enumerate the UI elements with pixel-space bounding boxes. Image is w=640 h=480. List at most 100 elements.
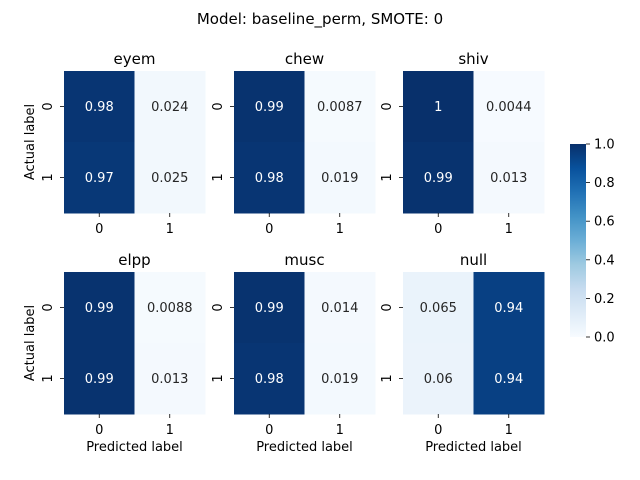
heatmap-cell: [234, 272, 305, 344]
heatmap-cell: [473, 142, 545, 214]
heatmap-cell: [304, 272, 376, 344]
y-tick-label: 1: [380, 374, 395, 382]
heatmap-panel-musc: musc 0.99 0.014 0.98 0.019 0 1 0 1 Predicted labe…: [211, 251, 376, 455]
y-tick-label: 0: [211, 303, 226, 311]
colorbar-tick-label: 0.2: [594, 292, 615, 307]
x-tick-label: 0: [434, 222, 442, 237]
x-tick-label: 1: [336, 222, 344, 237]
cell-value-label: 0.025: [151, 171, 188, 186]
heatmap-cell: [64, 142, 135, 214]
cell-value-label: 0.94: [494, 301, 523, 316]
colorbar-tick-label: 0.0: [594, 331, 615, 346]
cell-value-label: 0.019: [321, 171, 358, 186]
cell-value-label: 0.013: [490, 171, 527, 186]
x-axis-label: Predicted label: [256, 440, 353, 455]
colorbar: 0.0 0.2 0.4 0.6 0.8 1.0: [570, 138, 615, 346]
panel-title: shiv: [458, 50, 488, 68]
heatmap-cell: [64, 71, 135, 143]
panel-title: eyem: [114, 50, 156, 68]
cell-value-label: 0.065: [420, 301, 457, 316]
heatmap-cell: [473, 343, 545, 415]
cell-value-label: 0.0044: [486, 100, 532, 115]
x-axis-label: Predicted label: [86, 440, 183, 455]
colorbar-gradient: [570, 144, 586, 337]
x-tick-label: 1: [505, 423, 513, 438]
heatmap-cell: [304, 343, 376, 415]
figure-title: Model: baseline_perm, SMOTE: 0: [197, 10, 443, 29]
cell-value-label: 0.06: [424, 372, 453, 387]
y-tick-label: 0: [380, 102, 395, 110]
colorbar-tick-label: 0.6: [594, 215, 615, 230]
heatmap-cell: [134, 343, 206, 415]
heatmap-cell: [134, 272, 206, 344]
cell-value-label: 0.99: [85, 372, 114, 387]
cell-value-label: 0.013: [151, 372, 188, 387]
colorbar-tick-label: 1.0: [594, 138, 615, 153]
cell-value-label: 0.94: [494, 372, 523, 387]
heatmap-cell: [134, 142, 206, 214]
x-tick-label: 1: [505, 222, 513, 237]
y-tick-label: 1: [211, 173, 226, 181]
x-axis-label: Predicted label: [425, 440, 522, 455]
x-tick-label: 0: [265, 423, 273, 438]
heatmap-cell: [304, 71, 376, 143]
cell-value-label: 0.97: [85, 171, 114, 186]
cell-value-label: 0.98: [255, 372, 284, 387]
colorbar-tick-label: 0.4: [594, 253, 615, 268]
heatmap-cell: [234, 142, 305, 214]
panel-title: null: [460, 251, 487, 269]
heatmap-cell: [234, 343, 305, 415]
heatmap-cell: [403, 71, 474, 143]
cell-value-label: 0.024: [151, 100, 188, 115]
x-tick-label: 0: [434, 423, 442, 438]
cell-value-label: 0.99: [255, 100, 284, 115]
cell-value-label: 0.98: [85, 100, 114, 115]
heatmap-cell: [234, 71, 305, 143]
y-tick-label: 0: [41, 303, 56, 311]
x-tick-label: 0: [95, 423, 103, 438]
heatmap-cell: [473, 71, 545, 143]
x-tick-label: 1: [166, 222, 174, 237]
heatmap-panel-null: null 0.065 0.94 0.06 0.94 0 1 0 1 Predicted label: [380, 251, 545, 455]
y-tick-label: 0: [380, 303, 395, 311]
y-tick-label: 0: [211, 102, 226, 110]
heatmap-panel-chew: chew 0.99 0.0087 0.98 0.019 0 1 0 1: [211, 50, 376, 237]
panel-title: musc: [284, 251, 324, 269]
cell-value-label: 0.019: [321, 372, 358, 387]
y-tick-label: 1: [380, 173, 395, 181]
panel-title: elpp: [118, 251, 150, 269]
x-tick-label: 0: [265, 222, 273, 237]
cell-value-label: 0.99: [255, 301, 284, 316]
y-tick-label: 1: [41, 374, 56, 382]
cell-value-label: 0.0087: [317, 100, 363, 115]
y-axis-label: Actual label: [23, 305, 38, 381]
y-tick-label: 0: [41, 102, 56, 110]
cell-value-label: 0.99: [85, 301, 114, 316]
y-tick-label: 1: [41, 173, 56, 181]
heatmap-cell: [64, 343, 135, 415]
heatmap-cell: [403, 343, 474, 415]
colorbar-tick-label: 0.8: [594, 176, 615, 191]
heatmap-panel-shiv: shiv 1 0.0044 0.99 0.013 0 1 0 1: [380, 50, 545, 237]
cell-value-label: 0.0088: [147, 301, 193, 316]
heatmap-cell: [473, 272, 545, 344]
y-tick-label: 1: [211, 374, 226, 382]
cell-value-label: 0.014: [321, 301, 358, 316]
y-axis-label: Actual label: [23, 104, 38, 180]
heatmap-cell: [134, 71, 206, 143]
x-tick-label: 0: [95, 222, 103, 237]
cell-value-label: 1: [434, 100, 442, 115]
panel-title: chew: [285, 50, 324, 68]
cell-value-label: 0.99: [424, 171, 453, 186]
x-tick-label: 1: [336, 423, 344, 438]
cell-value-label: 0.98: [255, 171, 284, 186]
heatmap-cell: [403, 272, 474, 344]
x-tick-label: 1: [166, 423, 174, 438]
heatmap-cell: [403, 142, 474, 214]
heatmap-cell: [304, 142, 376, 214]
heatmap-cell: [64, 272, 135, 344]
